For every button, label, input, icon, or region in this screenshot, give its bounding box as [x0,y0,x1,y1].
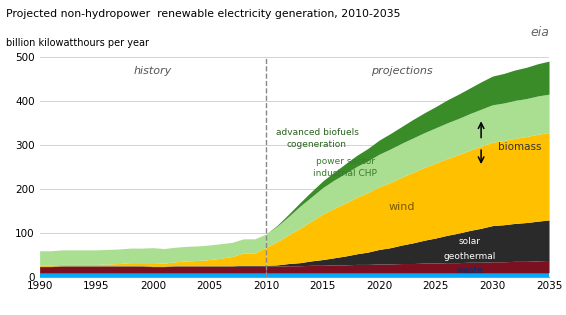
Text: Projected non-hydropower  renewable electricity generation, 2010-2035: Projected non-hydropower renewable elect… [6,9,400,20]
Text: solar: solar [459,238,481,246]
Text: biomass: biomass [498,142,542,152]
Text: history: history [134,66,172,77]
Text: advanced biofuels
cogeneration: advanced biofuels cogeneration [276,128,358,149]
Text: eia: eia [530,26,549,39]
Text: power sector
industrial CHP: power sector industrial CHP [314,158,377,178]
Text: billion kilowatthours per year: billion kilowatthours per year [6,38,149,48]
Text: geothermal: geothermal [444,252,496,261]
Text: wind: wind [389,202,415,212]
Text: waste: waste [456,266,483,275]
Text: projections: projections [371,66,432,77]
